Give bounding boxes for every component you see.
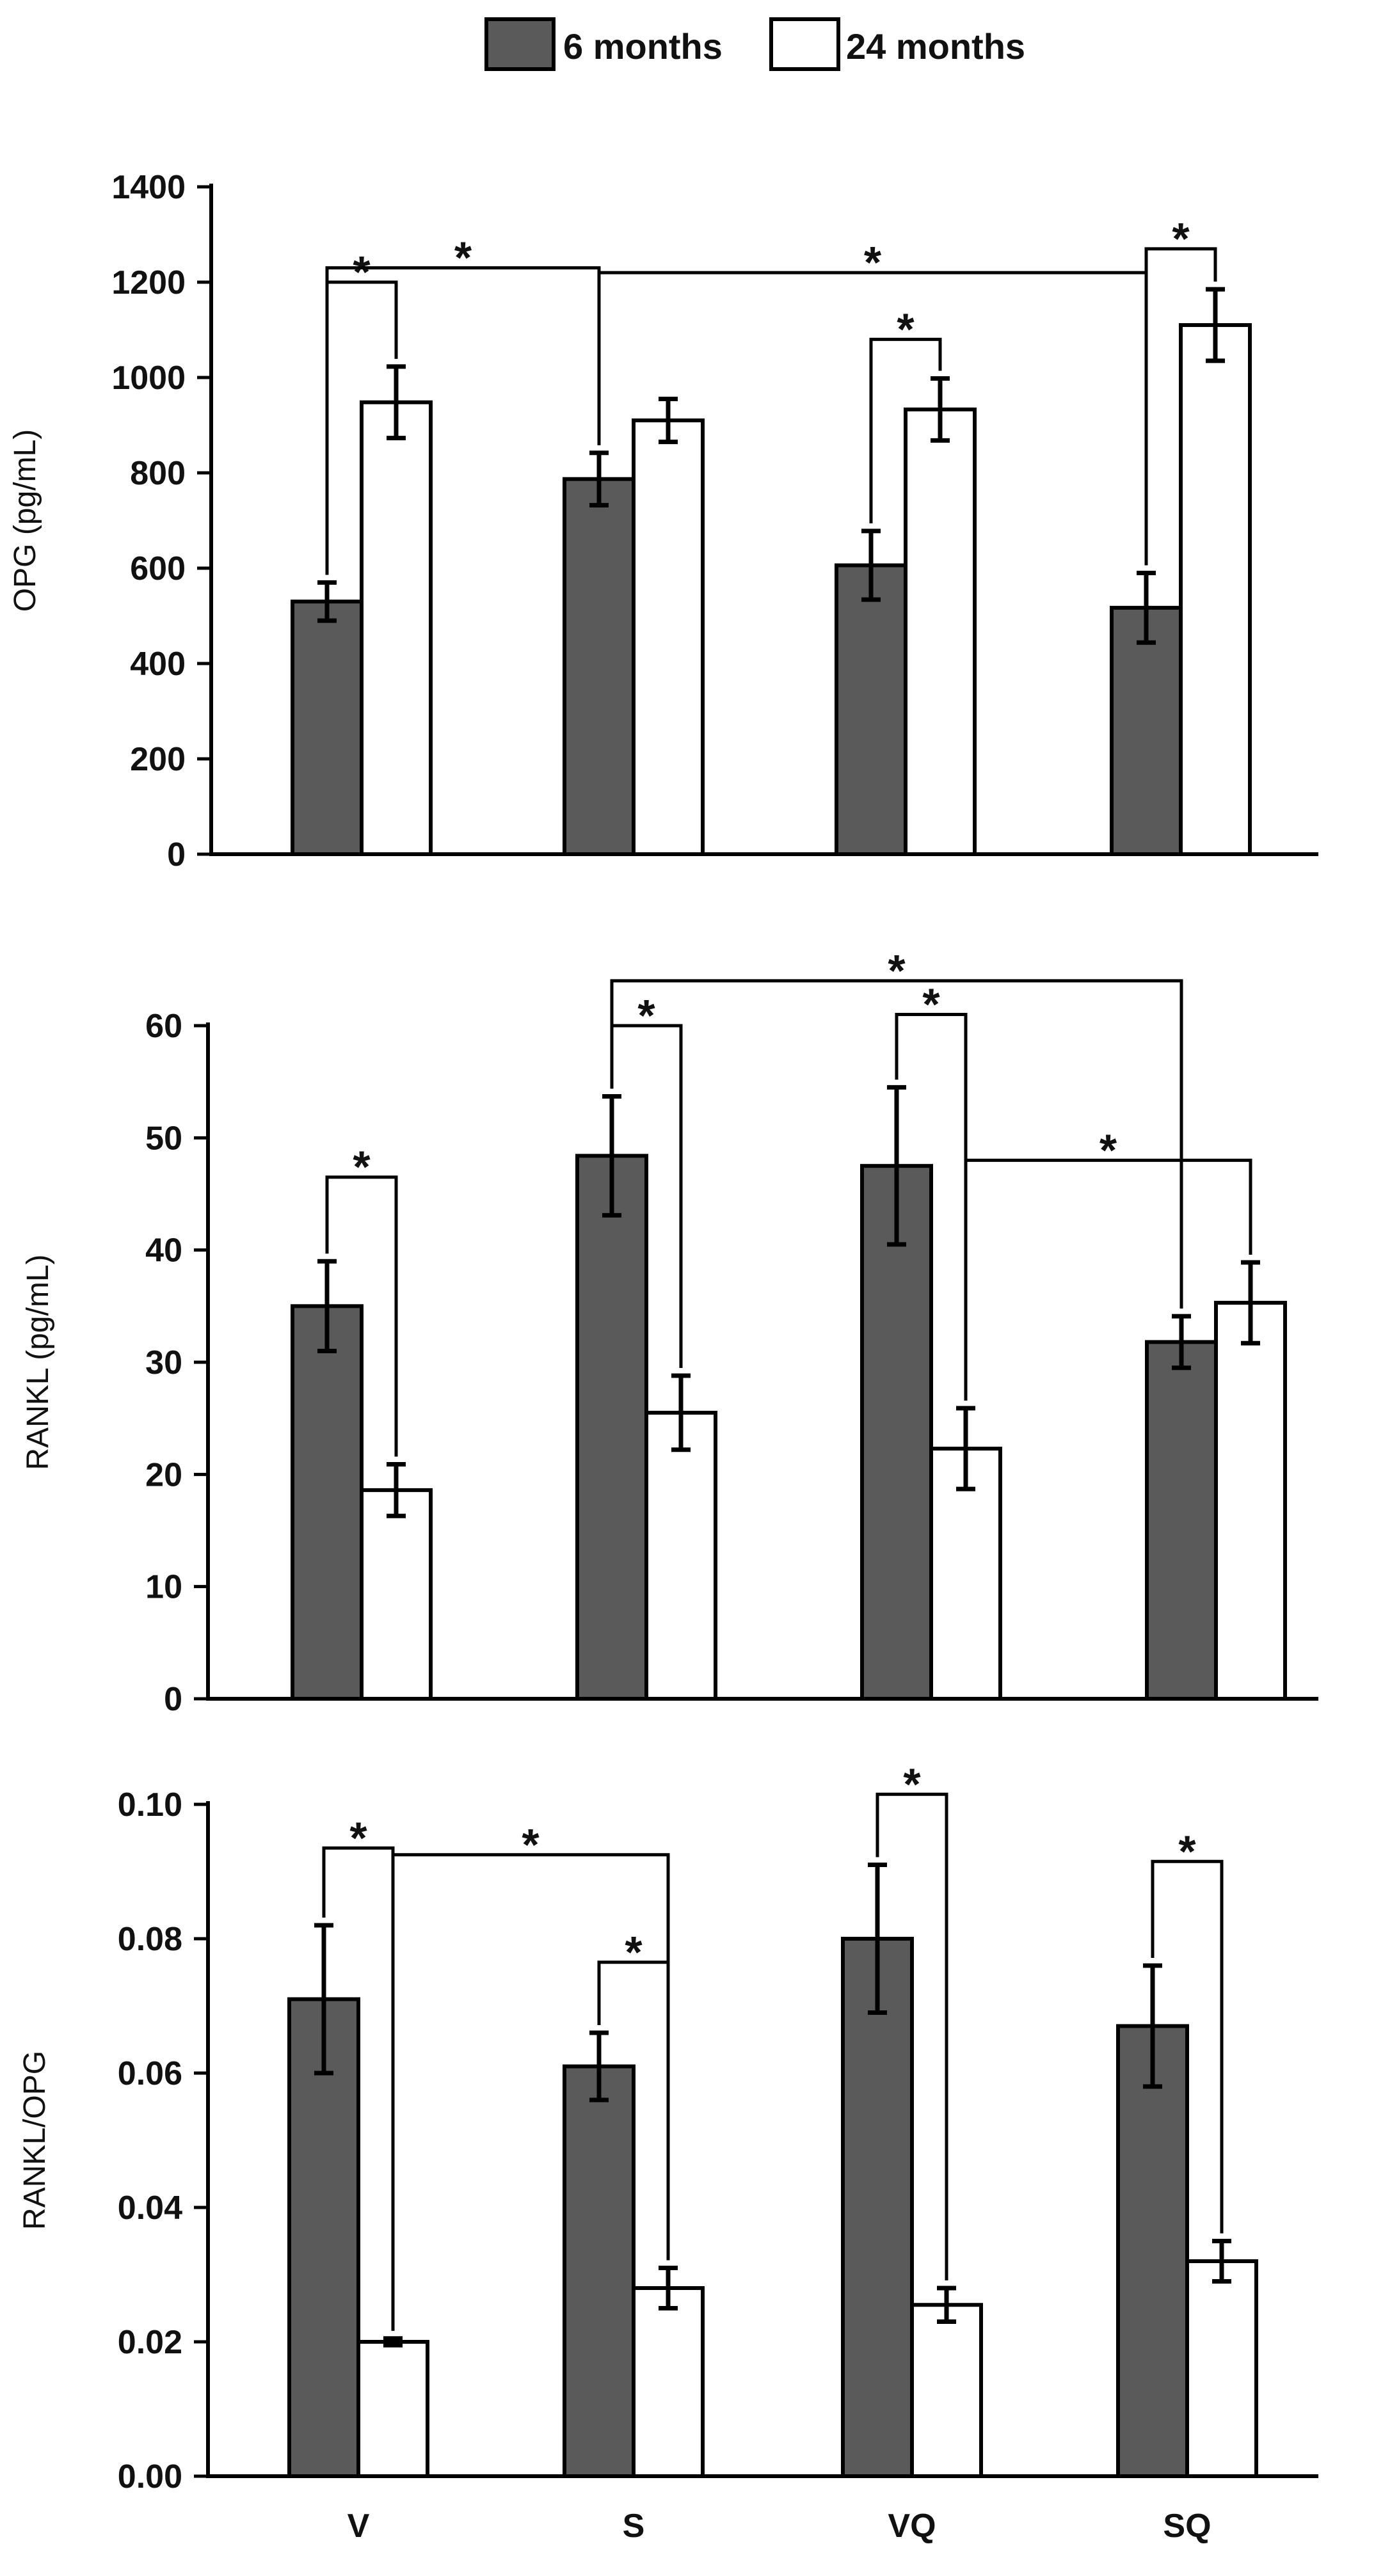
y-tick-label: 1200 bbox=[111, 264, 186, 301]
y-tick-label: 0.10 bbox=[118, 1786, 182, 1824]
bar-sq-24-months bbox=[1179, 323, 1252, 856]
legend-label-24-months: 24 months bbox=[846, 26, 1025, 67]
bar-s-24-months bbox=[632, 418, 705, 856]
y-tick-label: 30 bbox=[145, 1344, 182, 1381]
bar-s-24-months bbox=[644, 1410, 717, 1701]
significance-star: * bbox=[637, 990, 655, 1040]
significance-star: * bbox=[1172, 214, 1190, 264]
y-tick-label: 200 bbox=[130, 741, 186, 778]
significance-star: * bbox=[522, 1820, 540, 1870]
significance-star: * bbox=[903, 1759, 921, 1809]
y-tick-label: 600 bbox=[130, 550, 186, 587]
significance-bracket bbox=[1144, 247, 1217, 566]
bar-s-6-months bbox=[575, 1154, 648, 1701]
bar-s-6-months bbox=[563, 2064, 636, 2478]
y-tick-label: 0.04 bbox=[118, 2190, 182, 2227]
y-tick-label: 60 bbox=[145, 1008, 182, 1045]
bar-sq-6-months bbox=[1110, 605, 1183, 857]
significance-bracket bbox=[964, 1158, 1252, 1401]
bar-v-6-months bbox=[291, 1304, 364, 1701]
legend: 6 months 24 months bbox=[484, 17, 1025, 71]
y-tick-label: 50 bbox=[145, 1120, 182, 1157]
bar-s-6-months bbox=[563, 477, 636, 856]
legend-label-6-months: 6 months bbox=[563, 26, 723, 67]
legend-swatch-24-months bbox=[769, 17, 840, 71]
significance-star: * bbox=[625, 1927, 643, 1977]
bar-sq-24-months bbox=[1214, 1301, 1287, 1701]
significance-star: * bbox=[353, 247, 371, 297]
y-axis-label: RANKL/OPG bbox=[18, 2051, 52, 2230]
chart-panel-rankl: 0 10 20 30 40 50 60 RANKL (pg/mL) * * * * * bbox=[21, 946, 1318, 1718]
significance-star: * bbox=[454, 233, 472, 283]
y-tick-label: 0.00 bbox=[118, 2458, 182, 2495]
y-tick-label: 0.06 bbox=[118, 2055, 182, 2092]
chart-panel-opg: 0 200 400 600 800 1000 1200 1400 OPG (pg/mL) * * * *… bbox=[8, 169, 1318, 873]
bar-s-24-months bbox=[632, 2286, 705, 2478]
legend-swatch-6-months bbox=[484, 17, 556, 71]
significance-bracket bbox=[610, 979, 1183, 1309]
bar-v-24-months bbox=[360, 1488, 433, 1701]
significance-star: * bbox=[353, 1142, 371, 1192]
chart-panel-ratio: 0.00 0.02 0.04 0.06 0.08 0.10 RANKL/OPG V S VQ SQ *… bbox=[18, 1759, 1318, 2545]
significance-star: * bbox=[349, 1813, 367, 1863]
significance-star: * bbox=[888, 946, 906, 996]
bar-vq-6-months bbox=[841, 1937, 914, 2478]
significance-bracket bbox=[875, 1792, 948, 2280]
y-tick-label: 40 bbox=[145, 1232, 182, 1269]
y-tick-label: 10 bbox=[145, 1569, 182, 1606]
y-axis-label: OPG (pg/mL) bbox=[8, 429, 42, 612]
bar-vq-24-months bbox=[904, 407, 977, 856]
significance-star: * bbox=[1178, 1826, 1196, 1876]
bar-sq-24-months bbox=[1185, 2259, 1258, 2478]
y-tick-label: 20 bbox=[145, 1456, 182, 1493]
bar-vq-6-months bbox=[835, 563, 907, 857]
category-label-v: V bbox=[348, 2508, 370, 2545]
y-tick-label: 0 bbox=[167, 836, 186, 873]
significance-star: * bbox=[1099, 1125, 1117, 1175]
y-tick-label: 800 bbox=[130, 455, 186, 492]
y-tick-label: 400 bbox=[130, 646, 186, 683]
significance-bracket bbox=[869, 337, 942, 523]
significance-bracket bbox=[1151, 1859, 1224, 2234]
significance-star: * bbox=[922, 979, 940, 1029]
bar-v-24-months bbox=[356, 2340, 429, 2478]
y-tick-label: 0 bbox=[164, 1681, 182, 1718]
bar-v-24-months bbox=[360, 400, 433, 856]
category-label-s: S bbox=[623, 2508, 645, 2545]
bar-sq-6-months bbox=[1145, 1340, 1218, 1701]
bar-v-6-months bbox=[287, 1997, 360, 2478]
significance-star: * bbox=[897, 304, 915, 354]
category-label-vq: VQ bbox=[888, 2508, 936, 2545]
y-tick-label: 1000 bbox=[111, 360, 186, 397]
y-axis-label: RANKL (pg/mL) bbox=[21, 1255, 55, 1470]
significance-star: * bbox=[864, 237, 882, 287]
significance-bracket bbox=[597, 1960, 670, 2261]
y-tick-label: 0.08 bbox=[118, 1921, 182, 1958]
bar-vq-24-months bbox=[910, 2303, 983, 2478]
bar-v-6-months bbox=[291, 600, 364, 857]
bar-sq-6-months bbox=[1116, 2024, 1189, 2478]
significance-bracket bbox=[325, 1175, 398, 1457]
y-tick-label: 1400 bbox=[111, 169, 186, 206]
category-label-sq: SQ bbox=[1163, 2508, 1211, 2545]
y-tick-label: 0.02 bbox=[118, 2324, 182, 2361]
